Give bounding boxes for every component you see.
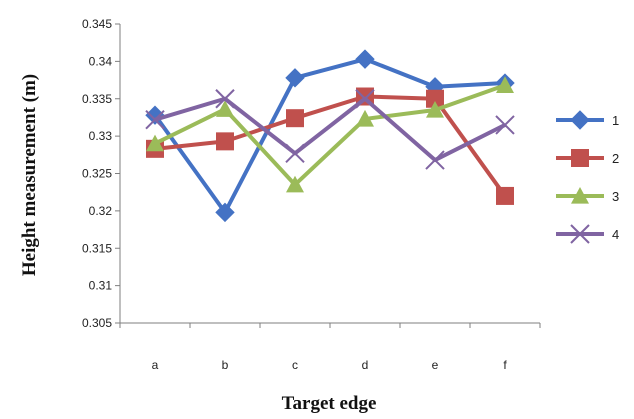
- y-tick-label: 0.315: [82, 241, 112, 255]
- legend-label: 2: [612, 151, 619, 166]
- y-tick-labels: 0.305 0.31 0.315 0.32 0.325 0.33 0.335 0.34 0.34…: [82, 17, 112, 330]
- x-tick-label: c: [292, 358, 298, 372]
- series-line: [154, 96, 506, 163]
- data-point-marker: [285, 68, 305, 88]
- data-point-marker: [216, 132, 234, 151]
- series-line: [154, 94, 507, 198]
- y-tick-label: 0.33: [89, 129, 113, 143]
- data-point-marker: [495, 115, 515, 135]
- x-tick-label: f: [503, 358, 507, 372]
- data-point-marker: [146, 134, 164, 152]
- data-point-marker: [286, 109, 304, 128]
- series-line: [154, 83, 506, 187]
- data-point-marker: [426, 100, 444, 118]
- y-tick-label: 0.345: [82, 17, 112, 31]
- data-point-marker: [355, 49, 375, 69]
- x-tick-label: e: [432, 358, 439, 372]
- legend-label: 1: [612, 113, 619, 128]
- legend-entry-1: 1: [556, 110, 619, 130]
- data-point-marker: [215, 89, 235, 109]
- data-point-marker: [570, 224, 590, 244]
- y-tick-label: 0.34: [89, 54, 113, 68]
- x-tick-labels: a b c d e f: [152, 358, 508, 372]
- series-1: [145, 49, 515, 223]
- data-point-marker: [286, 175, 304, 193]
- chart-axes: [115, 23, 541, 328]
- legend-entry-3: 3: [556, 187, 619, 204]
- data-point-marker: [496, 76, 514, 93]
- data-point-marker: [426, 89, 444, 108]
- y-tick-label: 0.325: [82, 167, 112, 181]
- series-3: [146, 76, 514, 193]
- legend-entry-4: 4: [556, 224, 619, 244]
- data-point-marker: [425, 150, 445, 170]
- data-point-marker: [570, 110, 590, 130]
- x-tick-label: b: [222, 358, 229, 372]
- legend-label: 4: [612, 227, 619, 242]
- legend-label: 3: [612, 189, 619, 204]
- data-point-marker: [356, 109, 374, 127]
- series-line: [153, 57, 506, 215]
- x-axis-title: Target edge: [282, 393, 377, 414]
- y-tick-label: 0.31: [89, 279, 113, 293]
- y-tick-label: 0.305: [82, 316, 112, 330]
- data-point-marker: [571, 187, 589, 204]
- chart-legend: 1 2 3 4: [556, 110, 619, 244]
- y-axis-title: Height measurement (m): [19, 74, 40, 276]
- chart-series: [145, 49, 515, 223]
- data-point-marker: [216, 100, 234, 117]
- data-point-marker: [285, 143, 305, 164]
- y-tick-label: 0.335: [82, 92, 112, 106]
- data-point-marker: [145, 109, 165, 130]
- y-tick-label: 0.32: [89, 204, 113, 218]
- data-point-marker: [215, 202, 235, 223]
- data-point-marker: [355, 89, 375, 109]
- series-4: [145, 89, 515, 170]
- x-tick-label: a: [152, 358, 159, 372]
- legend-entry-2: 2: [556, 149, 619, 167]
- data-point-marker: [571, 149, 589, 167]
- data-point-marker: [496, 186, 514, 205]
- x-tick-label: d: [362, 358, 369, 372]
